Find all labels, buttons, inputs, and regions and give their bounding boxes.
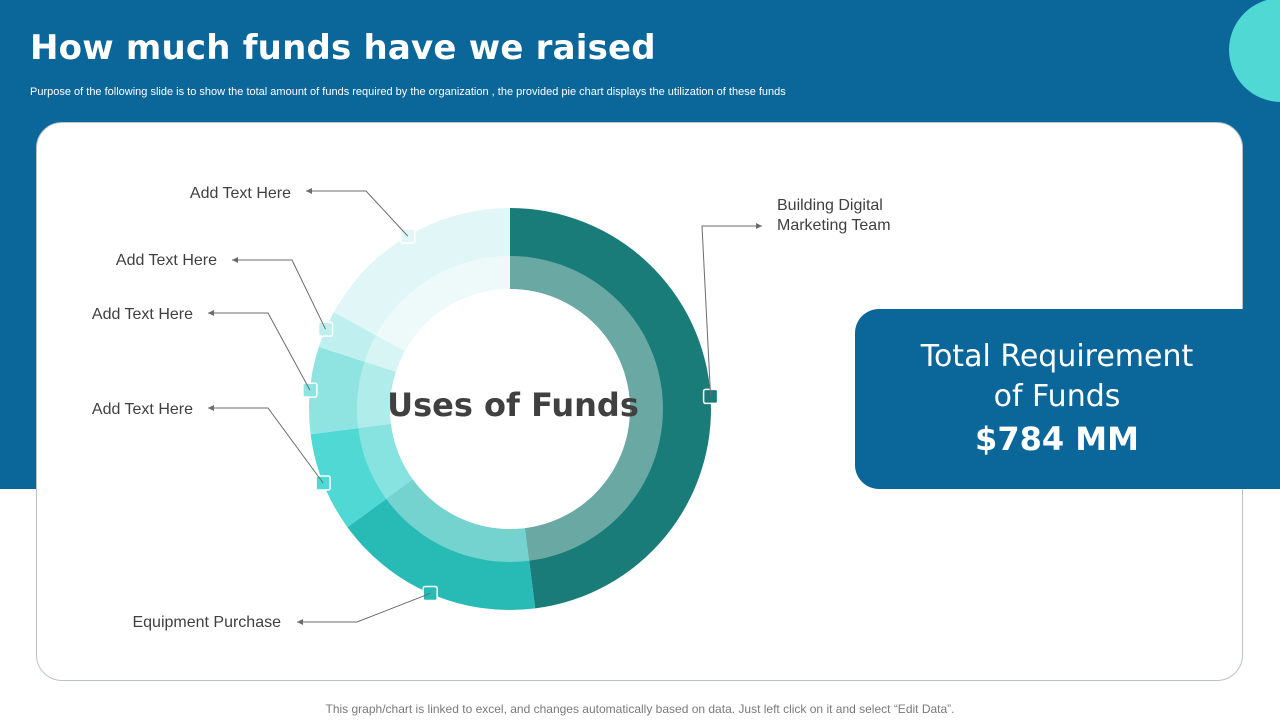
category-label: Add Text Here bbox=[190, 185, 291, 202]
callout-arrow bbox=[208, 405, 214, 411]
callout-line bbox=[306, 190, 409, 237]
category-label-line: Add Text Here bbox=[116, 252, 217, 269]
donut-segment-outer[interactable] bbox=[333, 208, 510, 352]
total-requirement-box: Total Requirement of Funds $784 MM bbox=[855, 309, 1280, 489]
callout-arrow bbox=[306, 188, 312, 194]
category-label: Equipment Purchase bbox=[132, 614, 281, 631]
category-label: Add Text Here bbox=[92, 401, 193, 418]
donut-hole bbox=[390, 289, 630, 529]
callout-line bbox=[208, 407, 324, 484]
donut-segment-inner[interactable] bbox=[357, 361, 396, 429]
page-subtitle: Purpose of the following slide is to sho… bbox=[30, 86, 786, 98]
donut-segment-outer[interactable] bbox=[510, 208, 711, 609]
total-requirement-label-line2: of Funds bbox=[993, 379, 1121, 414]
category-label-line: Equipment Purchase bbox=[132, 614, 281, 631]
category-label: Add Text Here bbox=[92, 306, 193, 323]
category-label-line: Add Text Here bbox=[190, 185, 291, 202]
callout-arrow bbox=[297, 619, 303, 625]
category-label: Building Digital Marketing Team bbox=[777, 197, 891, 234]
chart-center-title: Uses of Funds bbox=[387, 386, 639, 424]
callout-line bbox=[232, 259, 326, 330]
page-title: How much funds have we raised bbox=[30, 28, 656, 68]
category-label-line: Marketing Team bbox=[777, 217, 891, 234]
donut-segment-inner[interactable] bbox=[358, 424, 413, 499]
callout-arrow bbox=[756, 223, 762, 229]
category-label-line: Building Digital bbox=[777, 197, 883, 214]
total-requirement-label: Total Requirement of Funds bbox=[855, 337, 1259, 417]
donut-segment-inner[interactable] bbox=[375, 256, 510, 352]
donut-segment-inner[interactable] bbox=[364, 335, 405, 372]
total-requirement-value: $784 MM bbox=[975, 420, 1139, 458]
category-label: Add Text Here bbox=[116, 252, 217, 269]
donut-segment-inner[interactable] bbox=[510, 256, 664, 561]
category-label-line: Add Text Here bbox=[92, 306, 193, 323]
category-label-line: Add Text Here bbox=[92, 401, 193, 418]
donut-segment-inner[interactable] bbox=[386, 479, 530, 562]
callout-line bbox=[701, 225, 762, 397]
callout-line bbox=[208, 312, 311, 391]
footer-note: This graph/chart is linked to excel, and… bbox=[325, 702, 955, 716]
callout-arrow bbox=[232, 257, 238, 263]
total-requirement-label-line1: Total Requirement bbox=[920, 339, 1194, 374]
callout-arrow bbox=[208, 310, 214, 316]
callout-line bbox=[297, 593, 431, 623]
